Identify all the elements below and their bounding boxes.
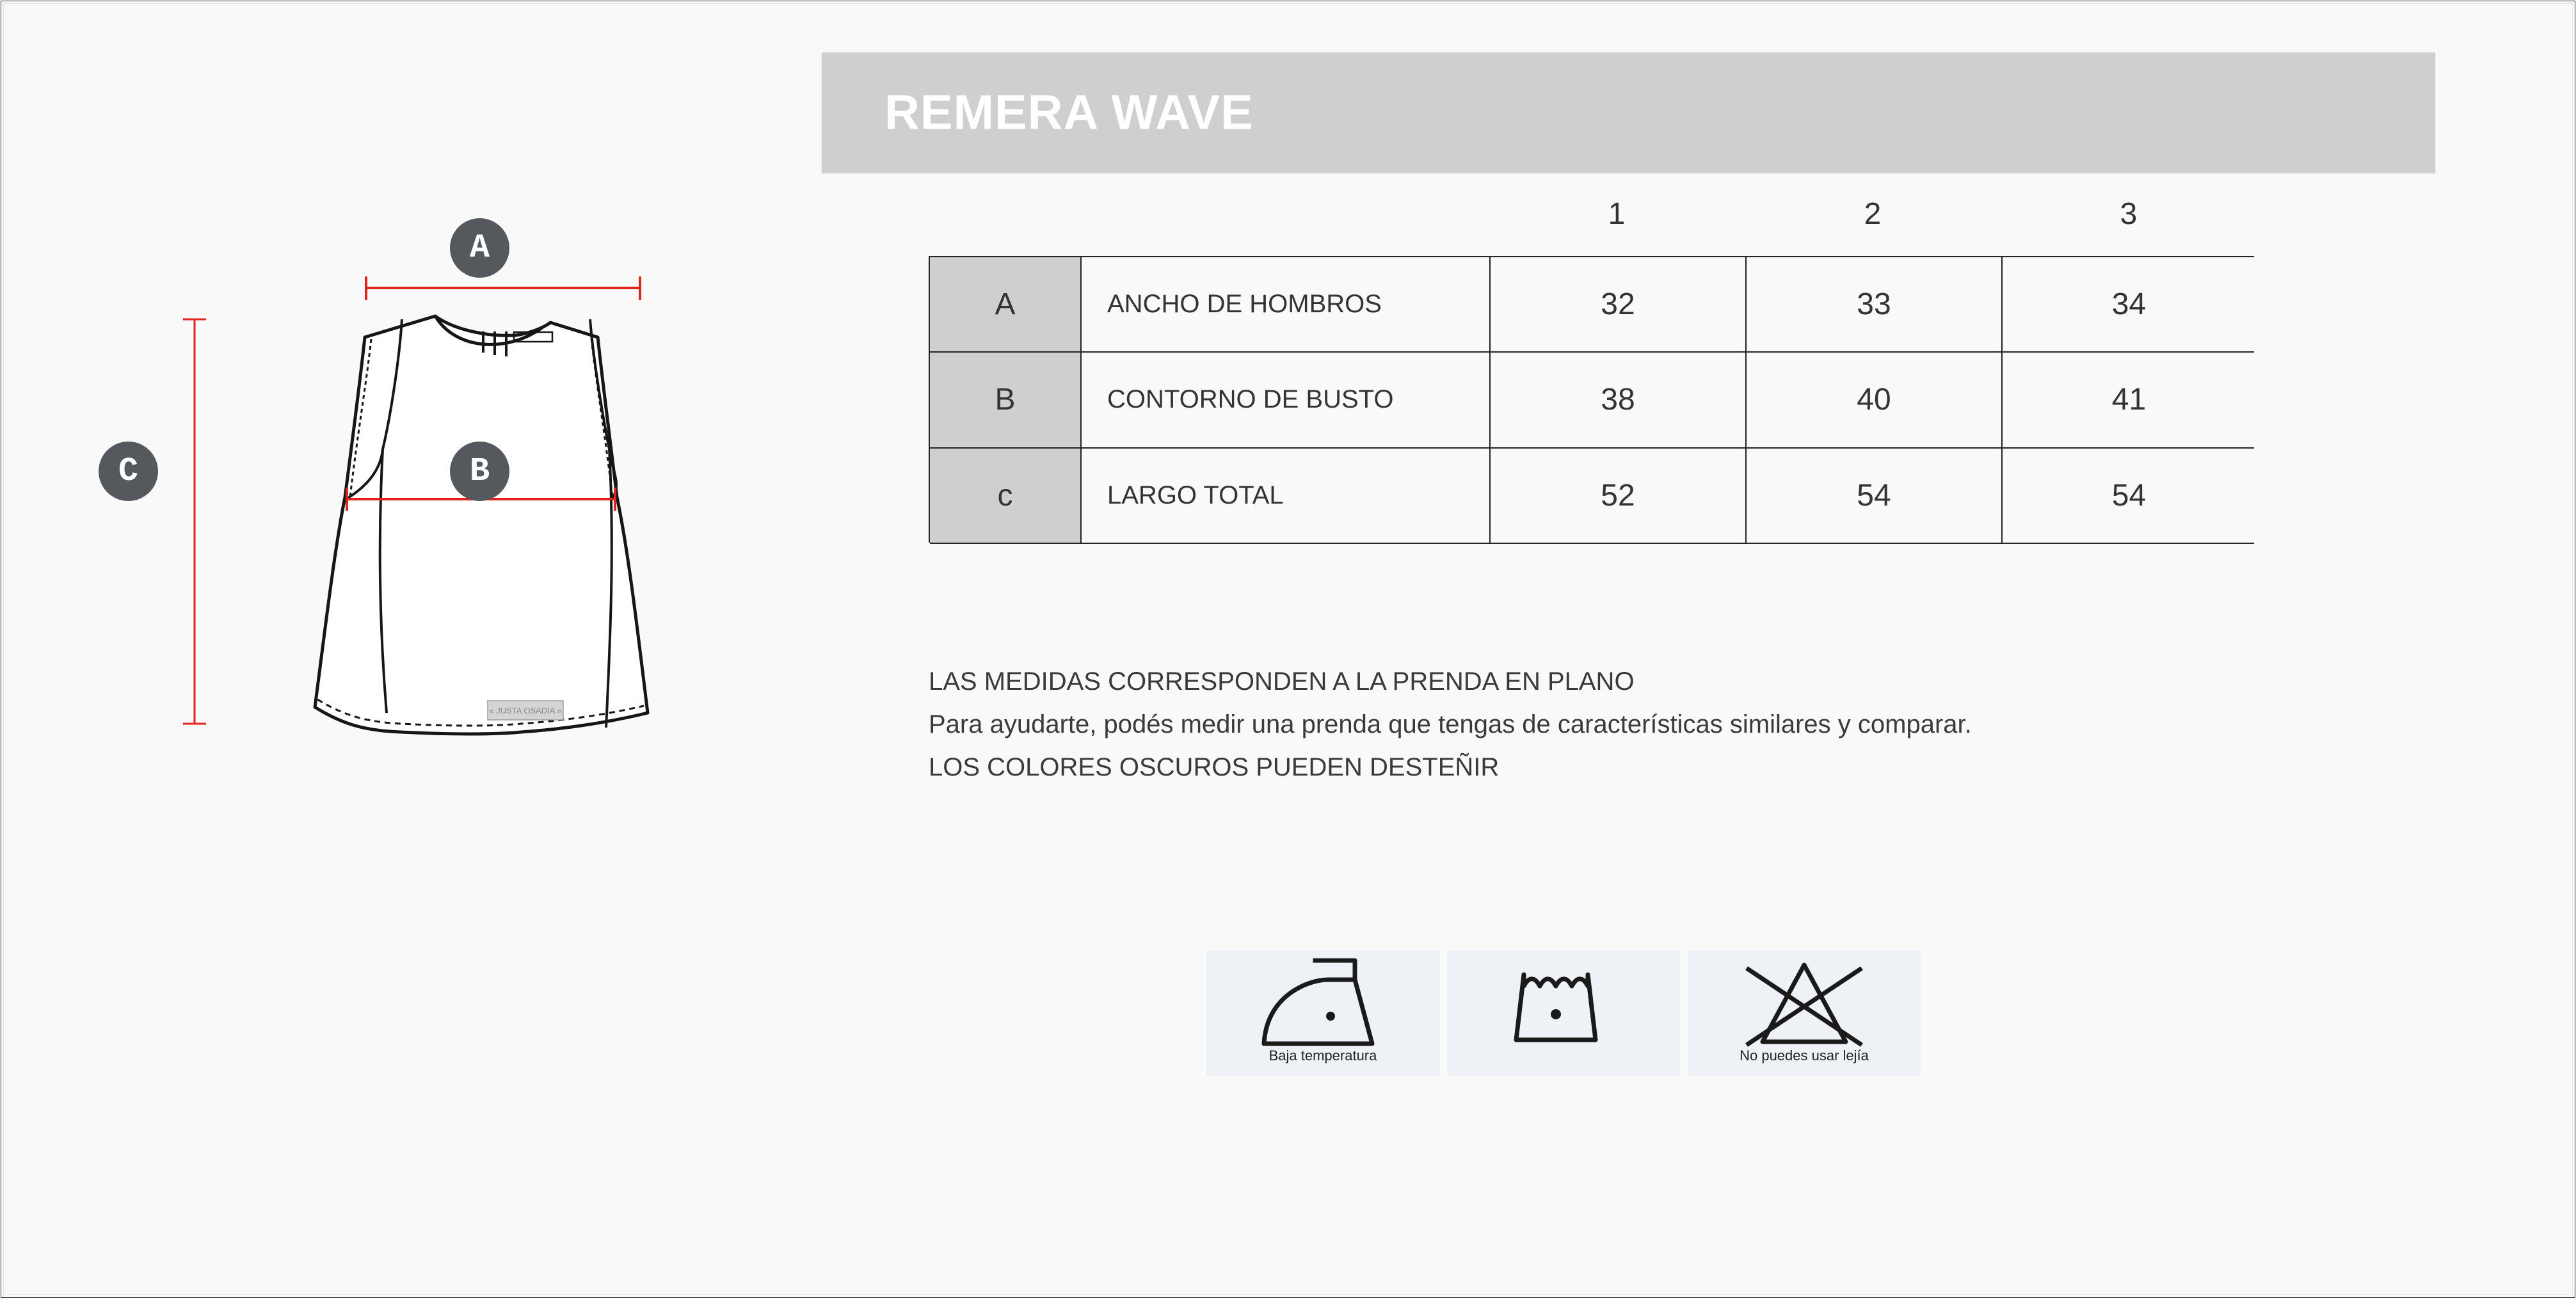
svg-text:« JUSTA OSADIA »: « JUSTA OSADIA » — [489, 706, 561, 715]
